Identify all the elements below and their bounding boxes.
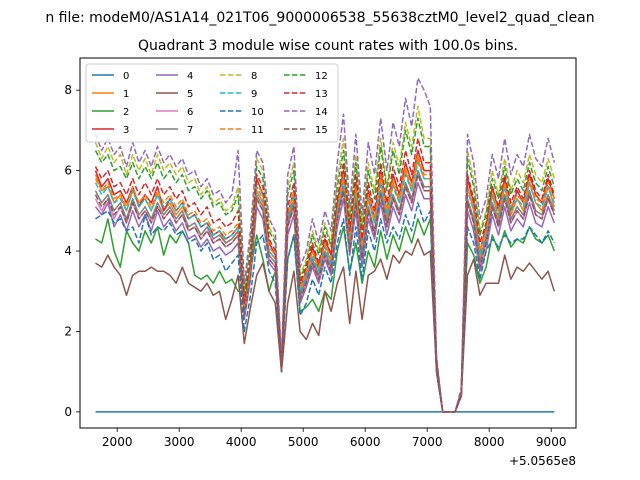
- legend-label-5: 5: [187, 89, 193, 100]
- series-lines: [94, 77, 556, 413]
- series-line-4: [94, 181, 555, 413]
- series-line-10: [95, 202, 555, 413]
- y-tick-label: 6: [64, 164, 72, 178]
- plot-area: 2000 3000 4000 5000 6000 7000 8000 900002468012…: [64, 63, 567, 449]
- x-tick-label: 7000: [412, 435, 443, 449]
- series-line-11: [94, 153, 555, 413]
- figure-suptitle: n file: modeM0/AS1A14_021T06_9000006538_…: [45, 10, 594, 26]
- legend-label-3: 3: [123, 125, 129, 136]
- x-tick-label: 6000: [350, 435, 381, 449]
- legend-label-7: 7: [187, 125, 193, 136]
- y-tick-label: 4: [64, 244, 72, 258]
- y-tick-label: 2: [64, 324, 72, 338]
- series-line-13: [94, 137, 556, 413]
- x-offset-label: +5.0565e8: [509, 454, 576, 468]
- legend-label-9: 9: [251, 89, 257, 100]
- y-tick-label: 0: [64, 405, 72, 419]
- legend-label-15: 15: [315, 125, 328, 136]
- legend-label-14: 14: [315, 107, 328, 118]
- x-tick-label: 3000: [164, 435, 195, 449]
- series-line-7: [94, 169, 555, 413]
- legend-label-10: 10: [251, 107, 264, 118]
- legend-label-0: 0: [123, 71, 129, 82]
- series-line-8: [94, 105, 556, 413]
- series-line-14: [94, 77, 556, 413]
- legend-box: [85, 63, 339, 143]
- x-tick-label: 2000: [102, 435, 133, 449]
- legend-label-11: 11: [251, 125, 264, 136]
- legend-label-12: 12: [315, 71, 328, 82]
- series-line-5: [95, 238, 556, 413]
- legend-label-6: 6: [187, 107, 193, 118]
- series-line-15: [94, 173, 555, 413]
- legend-label-1: 1: [123, 89, 129, 100]
- y-tick-label: 8: [64, 83, 72, 97]
- series-line-9: [94, 161, 555, 413]
- chart-title: Quadrant 3 module wise count rates with …: [138, 38, 518, 54]
- x-tick-label: 9000: [536, 435, 567, 449]
- x-tick-label: 5000: [288, 435, 319, 449]
- legend-label-13: 13: [315, 89, 328, 100]
- legend-label-8: 8: [251, 71, 257, 82]
- series-line-12: [94, 117, 556, 413]
- x-tick-label: 4000: [226, 435, 257, 449]
- x-tick-label: 8000: [474, 435, 505, 449]
- axes-frame: [79, 57, 577, 429]
- legend-label-4: 4: [187, 71, 193, 82]
- legend-label-2: 2: [123, 107, 129, 118]
